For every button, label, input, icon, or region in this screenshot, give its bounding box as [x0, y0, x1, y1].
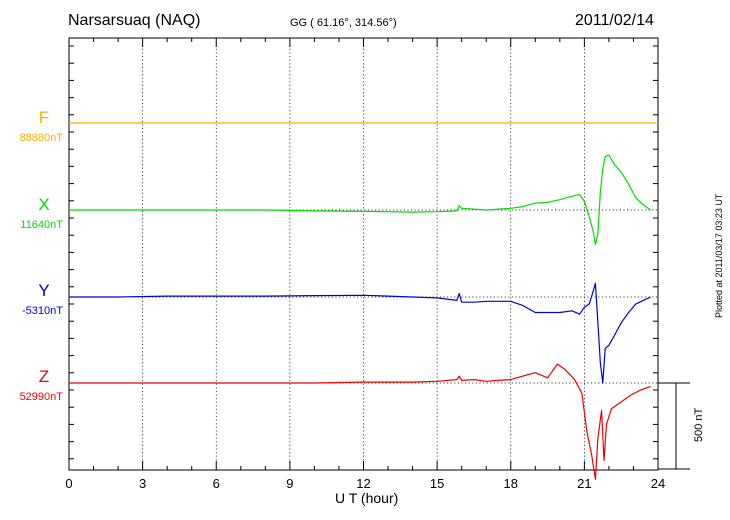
series-label-y: Y	[38, 281, 50, 300]
grid-lines	[69, 38, 658, 470]
plot-date: 2011/02/14	[575, 12, 654, 29]
series-lines	[69, 122, 658, 480]
x-tick-label-15: 15	[430, 476, 444, 491]
x-axis-tick-labels: 0 3 6 9 12 15 18 21 24	[65, 476, 665, 491]
station-title: Narsarsuaq (NAQ)	[68, 12, 201, 29]
x-axis-ticks	[68, 38, 659, 470]
series-baseline-z: 52990nT	[19, 391, 63, 403]
series-label-f: F	[38, 108, 50, 127]
series-line-y	[69, 282, 651, 384]
station-coordinates: GG ( 61.16°, 314.56°)	[290, 17, 397, 29]
x-axis-label: U T (hour)	[335, 490, 399, 506]
x-tick-label-0: 0	[65, 476, 72, 491]
x-tick-label-9: 9	[286, 476, 293, 491]
series-line-z	[69, 363, 651, 480]
series-label-z: Z	[38, 367, 50, 386]
x-tick-label-12: 12	[356, 476, 370, 491]
x-tick-label-3: 3	[139, 476, 146, 491]
x-tick-label-6: 6	[213, 476, 220, 491]
series-label-x: X	[38, 195, 50, 214]
scale-bar	[658, 382, 690, 470]
x-tick-label-18: 18	[504, 476, 518, 491]
x-tick-label-21: 21	[577, 476, 591, 491]
series-baseline-f: 88880nT	[19, 132, 63, 144]
x-tick-label-24: 24	[651, 476, 665, 491]
series-baseline-x: 11640nT	[20, 219, 63, 231]
series-line-x	[69, 154, 651, 245]
series-baseline-y: -5310nT	[22, 305, 63, 317]
